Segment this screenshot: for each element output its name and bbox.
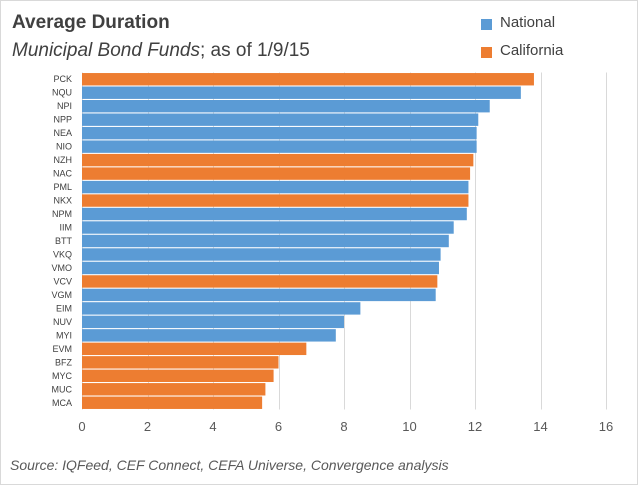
category-label-muc: MUC bbox=[52, 384, 73, 394]
legend-item-california: California bbox=[481, 42, 631, 64]
category-label-vkq: VKQ bbox=[53, 249, 72, 259]
category-label-nea: NEA bbox=[53, 128, 72, 138]
bar-pml bbox=[82, 180, 469, 194]
legend: National California bbox=[481, 14, 631, 70]
bar-nzh bbox=[82, 153, 474, 167]
bar-myc bbox=[82, 369, 274, 383]
bar-pck bbox=[82, 73, 534, 86]
x-tick-label-16: 16 bbox=[599, 419, 613, 434]
category-label-bfz: BFZ bbox=[55, 357, 73, 367]
bar-npm bbox=[82, 207, 467, 221]
bar-vkq bbox=[82, 248, 441, 261]
category-label-nzh: NZH bbox=[54, 155, 73, 165]
category-label-nqu: NQU bbox=[52, 88, 72, 98]
x-tick-label-4: 4 bbox=[209, 419, 216, 434]
legend-swatch-national bbox=[481, 19, 492, 30]
bar-nio bbox=[82, 140, 477, 153]
x-tick-label-10: 10 bbox=[402, 419, 416, 434]
bar-vmo bbox=[82, 261, 439, 275]
category-label-pck: PCK bbox=[53, 74, 72, 84]
category-label-nio: NIO bbox=[56, 142, 72, 152]
bar-evm bbox=[82, 342, 307, 356]
bar-vgm bbox=[82, 288, 436, 302]
bar-vcv bbox=[82, 275, 438, 288]
bar-nkx bbox=[82, 194, 469, 207]
x-tick-label-6: 6 bbox=[275, 419, 282, 434]
legend-swatch-california bbox=[481, 47, 492, 58]
category-label-btt: BTT bbox=[55, 236, 73, 246]
chart-title: Average Duration bbox=[12, 12, 170, 33]
legend-label-national: National bbox=[500, 14, 556, 31]
bar-bfz bbox=[82, 356, 279, 369]
category-label-npp: NPP bbox=[53, 115, 72, 125]
category-label-nac: NAC bbox=[53, 169, 73, 179]
category-label-myi: MYI bbox=[56, 330, 72, 340]
bar-nea bbox=[82, 126, 477, 140]
subtitle-italic: Municipal Bond Funds bbox=[12, 40, 200, 61]
category-label-evm: EVM bbox=[52, 344, 72, 354]
bar-btt bbox=[82, 234, 449, 248]
category-label-nuv: NUV bbox=[53, 317, 72, 327]
category-label-npm: NPM bbox=[52, 209, 72, 219]
bar-muc bbox=[82, 383, 266, 396]
subtitle-rest: ; as of 1/9/15 bbox=[200, 40, 310, 61]
bar-iim bbox=[82, 221, 454, 234]
category-label-npi: NPI bbox=[57, 101, 72, 111]
bar-npi bbox=[82, 99, 490, 113]
category-label-myc: MYC bbox=[52, 371, 73, 381]
category-label-eim: EIM bbox=[56, 303, 72, 313]
bar-npp bbox=[82, 113, 479, 126]
category-label-vmo: VMO bbox=[51, 263, 72, 273]
chart-subtitle: Municipal Bond Funds; as of 1/9/15 bbox=[12, 40, 310, 62]
bar-myi bbox=[82, 329, 336, 342]
x-tick-label-14: 14 bbox=[533, 419, 547, 434]
bar-nqu bbox=[82, 86, 521, 99]
bar-mca bbox=[82, 396, 263, 409]
x-tick-label-2: 2 bbox=[144, 419, 151, 434]
category-label-iim: IIM bbox=[60, 223, 73, 233]
x-tick-label-8: 8 bbox=[340, 419, 347, 434]
category-label-mca: MCA bbox=[52, 398, 72, 408]
category-label-vcv: VCV bbox=[53, 276, 72, 286]
bar-nuv bbox=[82, 315, 344, 329]
x-tick-label-0: 0 bbox=[78, 419, 85, 434]
legend-item-national: National bbox=[481, 14, 631, 36]
legend-label-california: California bbox=[500, 42, 564, 59]
bar-eim bbox=[82, 302, 361, 315]
category-label-vgm: VGM bbox=[51, 290, 72, 300]
source-note: Source: IQFeed, CEF Connect, CEFA Univer… bbox=[10, 457, 449, 473]
bar-nac bbox=[82, 167, 471, 180]
category-label-pml: PML bbox=[53, 182, 72, 192]
x-tick-label-12: 12 bbox=[468, 419, 482, 434]
category-label-nkx: NKX bbox=[53, 196, 72, 206]
